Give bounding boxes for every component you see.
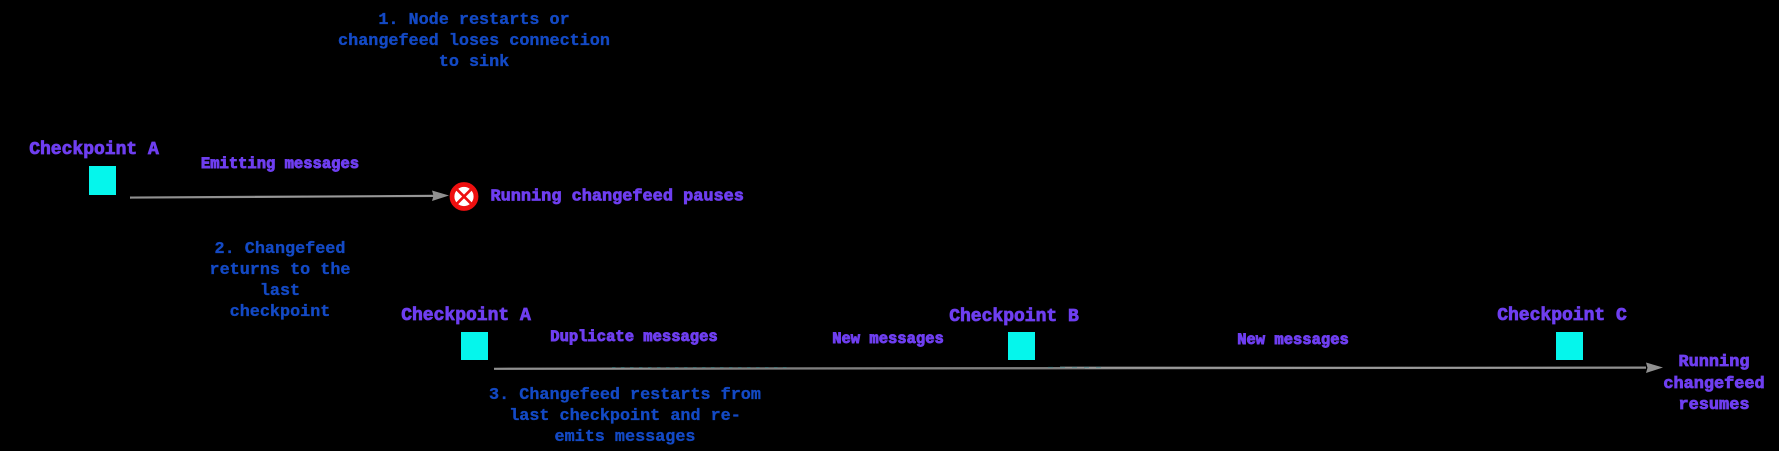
svg-text:last: last: [260, 282, 300, 301]
svg-text:Running: Running: [1679, 353, 1750, 372]
svg-text:changefeed: changefeed: [1663, 375, 1764, 394]
svg-text:to sink: to sink: [439, 53, 510, 72]
svg-text:2. Changefeed: 2. Changefeed: [215, 240, 346, 259]
svg-text:Checkpoint C: Checkpoint C: [1497, 306, 1627, 326]
svg-text:Checkpoint A: Checkpoint A: [29, 140, 159, 160]
svg-text:New messages: New messages: [832, 330, 944, 348]
svg-text:Checkpoint A: Checkpoint A: [401, 306, 531, 326]
svg-text:Duplicate messages: Duplicate messages: [550, 328, 717, 346]
svg-text:emits messages: emits messages: [555, 428, 696, 447]
svg-text:New messages: New messages: [1237, 331, 1349, 349]
svg-text:Running changefeed pauses: Running changefeed pauses: [491, 188, 744, 207]
svg-text:3. Changefeed restarts from: 3. Changefeed restarts from: [489, 386, 761, 405]
svg-text:checkpoint: checkpoint: [230, 303, 331, 322]
svg-text:last checkpoint and re-: last checkpoint and re-: [509, 407, 741, 426]
svg-text:resumes: resumes: [1679, 396, 1750, 415]
svg-text:Checkpoint B: Checkpoint B: [949, 307, 1079, 327]
svg-text:Emitting messages: Emitting messages: [201, 155, 359, 173]
svg-text:returns to the: returns to the: [210, 261, 351, 280]
svg-text:changefeed loses connection: changefeed loses connection: [338, 32, 610, 51]
svg-text:1. Node restarts or: 1. Node restarts or: [378, 11, 569, 30]
